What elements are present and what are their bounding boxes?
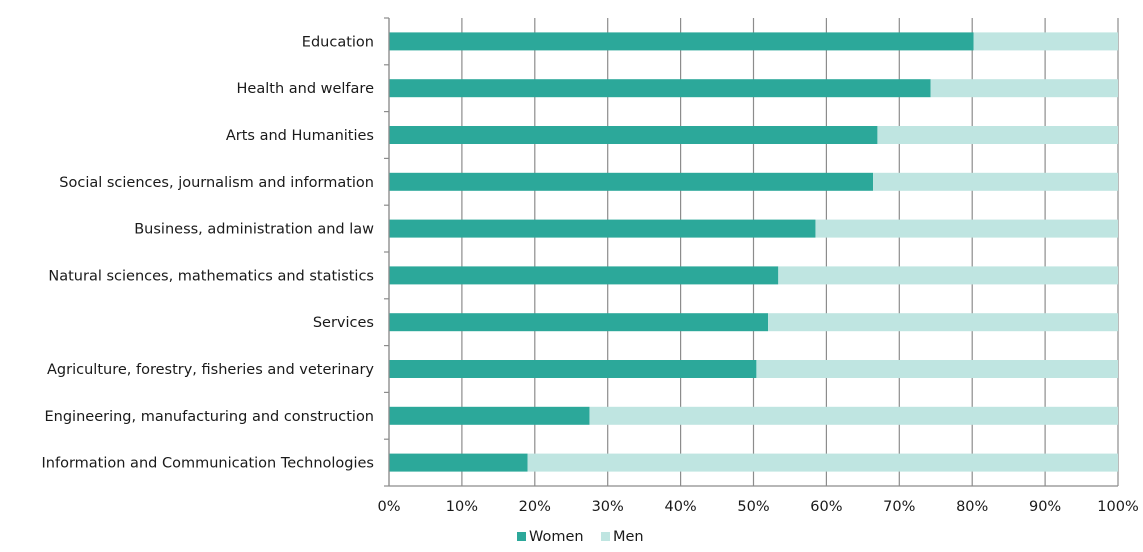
bar-men [756,360,1118,378]
category-label: Natural sciences, mathematics and statis… [48,268,374,284]
category-label: Education [302,34,374,50]
x-tick-label: 10% [446,499,478,515]
x-tick-label: 70% [883,499,915,515]
x-tick-label: 80% [956,499,988,515]
bar-women [389,453,528,472]
legend: Women Men [517,529,644,545]
bar-men [527,453,1118,472]
bar-women [389,32,974,51]
x-tick-label: 0% [377,499,400,515]
x-tick-label: 30% [592,499,624,515]
legend-label-women: Women [529,529,584,545]
bar-women [389,406,590,425]
bar-women [389,126,878,144]
bar-men [930,79,1118,98]
category-label: Business, administration and law [134,222,374,238]
x-tick-labels: 0% 10% 20% 30% 40% 50% 60% 70% 80% 90% 100% [377,499,1138,515]
x-tick-label: 100% [1097,499,1138,515]
axes [384,17,1118,487]
bar-men [973,32,1118,51]
category-label: Arts and Humanities [226,128,374,144]
legend-swatch-women [517,532,526,541]
bar-men [589,406,1118,425]
category-label: Services [313,315,374,331]
category-label: Social sciences, journalism and informat… [59,175,374,191]
x-tick-label: 20% [519,499,551,515]
bar-men [768,313,1118,332]
x-tick-label: 60% [810,499,842,515]
x-tick-label: 50% [737,499,769,515]
bar-men [873,172,1118,191]
category-label: Information and Communication Technologi… [42,456,374,472]
legend-label-men: Men [613,529,644,545]
bar-women [389,313,769,332]
bar-women [389,219,816,238]
category-label: Engineering, manufacturing and construct… [45,409,375,425]
bar-men [778,266,1118,285]
bar-men [877,126,1118,144]
category-labels: Education Health and welfare Arts and Huma… [42,34,375,471]
legend-swatch-men [601,532,610,541]
bar-women [389,360,757,378]
category-label: Health and welfare [237,81,375,97]
bar-women [389,172,874,191]
bar-men [815,219,1118,238]
bar-women [389,79,931,98]
bar-women [389,266,779,285]
category-label: Agriculture, forestry, fisheries and vet… [47,362,374,378]
bars [389,32,1118,472]
x-tick-label: 40% [664,499,696,515]
x-tick-label: 90% [1029,499,1061,515]
